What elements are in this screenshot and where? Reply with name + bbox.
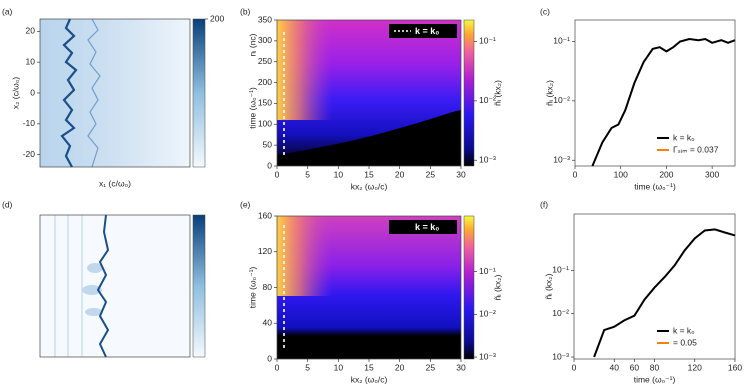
y-axis-label: ñᵢ (kx₂) [544, 80, 554, 106]
x-tick-label: 30 [456, 362, 466, 372]
y-tick-label: 160 [258, 210, 272, 220]
panel-label: (e) [240, 199, 251, 209]
colorbar-tick-label: 10⁻³ [479, 154, 496, 164]
x-tick-label: 5 [305, 362, 310, 372]
panel-label: (a) [2, 6, 13, 16]
legend-label: k = k₀ [673, 132, 695, 142]
y-tick-label: 10⁻³ [552, 351, 569, 361]
x-tick-label: 15 [364, 169, 374, 179]
y-axis-label: time (ω₀⁻¹) [247, 267, 257, 309]
legend-box [389, 24, 457, 38]
legend-label: k = k₀ [415, 222, 439, 232]
colorbar-label: ñᵢ (kx₂) [492, 80, 502, 106]
panel-label: (c) [540, 6, 550, 16]
x-axis-label: time (ω₀⁻¹) [634, 374, 676, 384]
x-tick-label: 40 [610, 362, 620, 372]
legend-label: Γₛᵢₘ = 0.037 [673, 144, 719, 154]
y-tick-label: 150 [258, 98, 272, 108]
y-tick-label: 10 [26, 56, 36, 66]
colorbar-label: ñᵢ (kx₂) [492, 274, 502, 300]
colorbar-tick-label: 10⁻³ [479, 351, 496, 361]
y-tick-label: 200 [258, 77, 272, 87]
colorbar [192, 214, 206, 358]
y-tick-label: -20 [23, 149, 36, 159]
image-art [40, 18, 190, 358]
x-tick-label: 30 [456, 169, 466, 179]
y-tick-label: 40 [263, 318, 273, 328]
x-tick-label: 0 [275, 169, 280, 179]
y-tick-label: 10⁻¹ [552, 265, 569, 275]
x-tick-label: 80 [650, 362, 660, 372]
y-tick-label: 10⁻² [552, 308, 569, 318]
x-tick-label: 15 [364, 362, 374, 372]
y-tick-label: 0 [267, 160, 272, 170]
y-tick-label: 80 [263, 282, 273, 292]
y-tick-label: 10⁻³ [553, 154, 570, 164]
y-axis-label: x₂ (c/ω₀) [10, 77, 20, 110]
colorbar [463, 19, 475, 167]
plot-frame [574, 19, 736, 167]
y-tick-label: 10⁻¹ [553, 36, 570, 46]
x-tick-label: 10 [334, 362, 344, 372]
y-tick-label: 10⁻² [553, 95, 570, 105]
y-tick-label: 0 [30, 87, 35, 97]
legend-box [389, 220, 457, 234]
x-tick-label: 5 [305, 169, 310, 179]
panel-label: (f) [540, 199, 548, 209]
line [591, 37, 736, 167]
legend-label: = 0.05 [673, 337, 697, 347]
panel-label: (b) [240, 6, 251, 16]
x-tick-label: 0 [275, 362, 280, 372]
x-tick-label: 25 [426, 169, 436, 179]
y-tick-label: 300 [258, 35, 272, 45]
x-axis-label: time (ω₀⁻¹) [634, 181, 676, 191]
x-axis-label: x₁ (c/ω₀) [99, 178, 131, 188]
colorbar-tick-label: 200 [210, 13, 224, 23]
y-tick-label: 20 [26, 26, 36, 36]
y-tick-label: 100 [258, 119, 272, 129]
y-tick-label: 50 [263, 139, 273, 149]
x-tick-label: 160 [728, 362, 742, 372]
x-axis-label: kx₂ (ω₀/c) [351, 374, 388, 384]
line [593, 228, 736, 358]
y-axis-label: time (ω₀⁻¹) [247, 87, 257, 129]
colorbar [463, 215, 475, 360]
x-tick-label: 60 [630, 362, 640, 372]
plot-frame [39, 214, 191, 358]
x-tick-label: 200 [659, 169, 673, 179]
legend-label: k = k₀ [673, 325, 695, 335]
colorbar-tick-label: 10⁻¹ [479, 36, 496, 46]
colorbar-tick-label: 10⁻² [479, 309, 496, 319]
colorbar-tick-label: 10⁻¹ [479, 266, 496, 276]
y-tick-label: 0 [267, 353, 272, 363]
x-tick-label: 20 [395, 169, 405, 179]
x-tick-label: 0 [572, 362, 577, 372]
x-tick-label: 100 [614, 169, 628, 179]
y-axis-label: ñᵢ (kx₂) [543, 273, 553, 299]
x-tick-label: 25 [426, 362, 436, 372]
x-tick-label: 10 [334, 169, 344, 179]
y-axis-label-2: nᵢ (nc) [247, 33, 257, 56]
x-tick-label: 0 [573, 169, 578, 179]
colorbar-tick-label: 10⁻² [479, 95, 496, 105]
x-tick-label: 300 [705, 169, 719, 179]
x-tick-label: 120 [688, 362, 702, 372]
panel-label: (d) [2, 199, 13, 209]
colorbar [192, 18, 206, 168]
y-tick-label: 120 [258, 246, 272, 256]
y-tick-label: 250 [258, 56, 272, 66]
legend-label: k = k₀ [415, 26, 439, 36]
y-tick-label: 350 [258, 14, 272, 24]
x-tick-label: 20 [395, 362, 405, 372]
x-axis-label: kx₂ (ω₀/c) [351, 181, 388, 191]
y-tick-label: -10 [23, 118, 36, 128]
